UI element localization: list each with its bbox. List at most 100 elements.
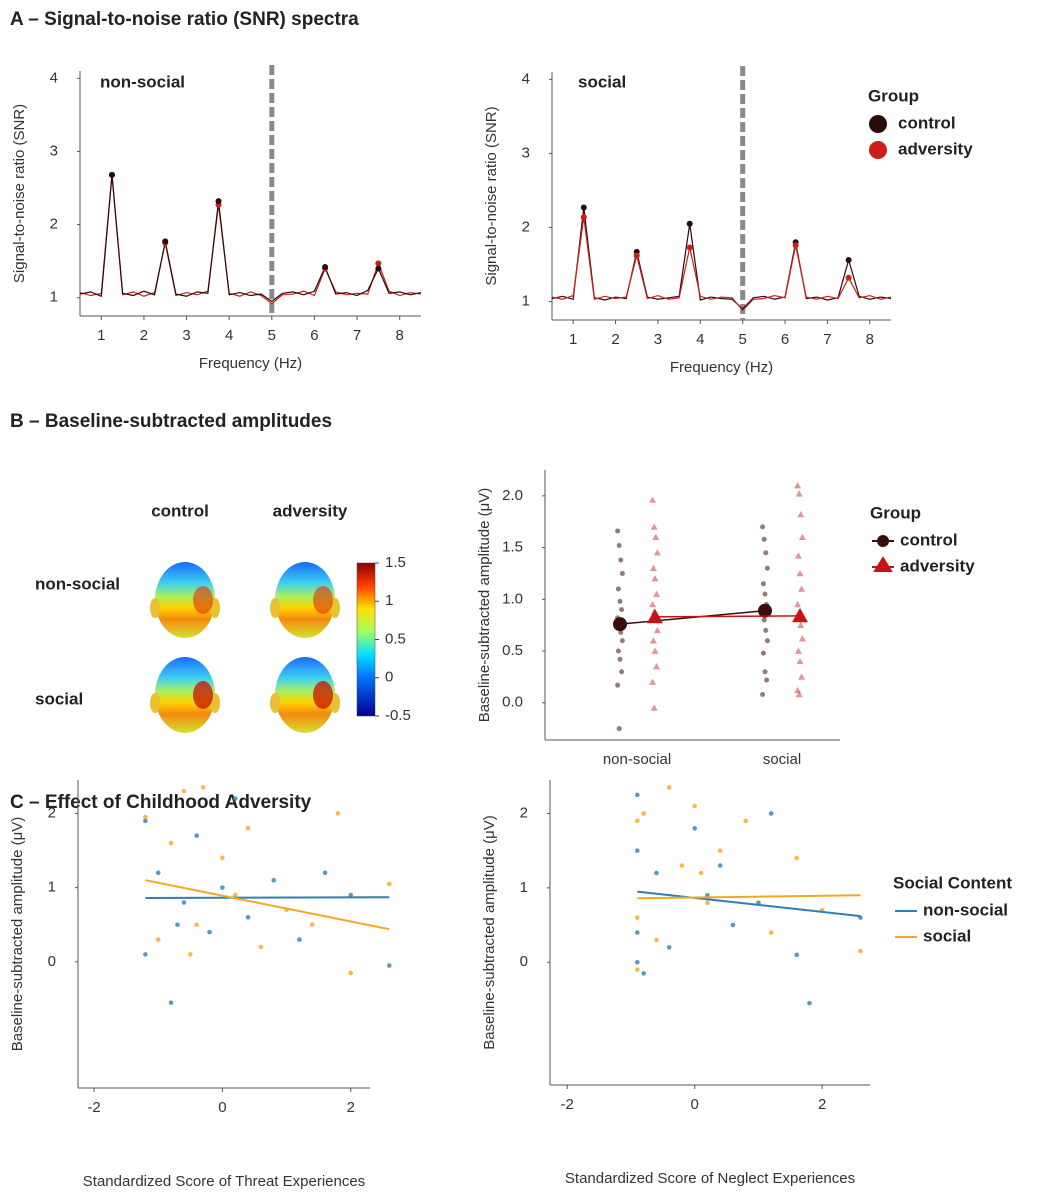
point (155, 870, 161, 876)
y-tick-label: 1.5 (502, 539, 523, 556)
point (717, 848, 723, 853)
point (760, 524, 766, 530)
point (794, 686, 802, 694)
point (794, 855, 799, 861)
x-tick-label: 8 (866, 331, 874, 348)
point (650, 523, 658, 530)
legend-label: control (898, 113, 956, 132)
heads (150, 562, 340, 733)
point (794, 600, 802, 608)
point (760, 691, 766, 697)
colorbar-tick-label: 1 (385, 592, 393, 609)
point (653, 590, 661, 597)
fit-line (145, 896, 390, 900)
point (653, 626, 661, 634)
y-tick-label: 1 (50, 289, 58, 306)
point (635, 967, 640, 972)
point (794, 647, 802, 654)
point (619, 669, 625, 675)
point (386, 881, 392, 887)
point (652, 533, 660, 541)
x-axis-label: Frequency (Hz) (199, 355, 302, 372)
legend-title: Social Content (893, 873, 1012, 892)
legend-entry: non-social (895, 900, 1008, 919)
peak-dot (375, 265, 382, 272)
point (653, 663, 661, 670)
y-tick-label: 2 (520, 804, 528, 821)
x-tick-label: 4 (696, 331, 704, 348)
fit-line (637, 894, 861, 900)
column-label: adversity (273, 501, 348, 520)
x-tick-label: 2 (818, 1096, 826, 1113)
colorbar-tick-label: 0 (385, 669, 393, 686)
point (309, 922, 315, 928)
point (705, 900, 710, 906)
x-tick-label: 1 (569, 331, 577, 348)
peak-dot (108, 171, 115, 178)
panel-title: non-social (100, 72, 185, 91)
point (797, 510, 805, 518)
point (143, 952, 148, 957)
spectrum-line (79, 174, 422, 305)
point (650, 704, 658, 711)
peak-dot (633, 252, 640, 259)
point (649, 564, 657, 572)
point (743, 818, 748, 824)
y-tick-label: 0 (48, 953, 56, 970)
y-tick-label: 1 (520, 879, 528, 896)
y-tick-label: 0.5 (502, 642, 523, 659)
colorbar-tick-label: 1.5 (385, 554, 406, 571)
x-tick-label: 5 (268, 327, 276, 344)
section-title: A – Signal-to-noise ratio (SNR) spectra (10, 9, 359, 30)
x-tick-label: 8 (396, 327, 404, 344)
point (232, 796, 238, 801)
point (175, 922, 180, 928)
point (348, 970, 354, 976)
x-tick-label: 2 (140, 327, 148, 344)
x-tick-label: 3 (182, 327, 190, 344)
point (717, 863, 723, 868)
spectrum-line (551, 207, 892, 310)
y-tick-label: 3 (50, 142, 58, 159)
legend-title: Group (868, 86, 919, 105)
legend-entry: control (869, 113, 956, 133)
x-tick-label: 4 (225, 327, 233, 344)
colorbar-tick-label: -0.5 (385, 707, 411, 724)
x-tick-label: -2 (87, 1099, 100, 1116)
point (649, 678, 657, 685)
point (679, 863, 685, 868)
row-label: social (35, 689, 83, 708)
point (651, 575, 659, 582)
peak-dot (215, 198, 222, 205)
mean-marker (613, 617, 627, 632)
mean-marker (758, 603, 772, 618)
point (245, 825, 251, 831)
colorbar (356, 562, 376, 717)
column-label: control (151, 501, 209, 520)
point (641, 971, 647, 976)
legend-entry: control (872, 530, 958, 549)
point (762, 669, 768, 675)
legend-label: non-social (923, 900, 1008, 919)
x-tick-label: 3 (654, 331, 662, 348)
point (207, 929, 212, 935)
point (635, 959, 640, 965)
section-title: B – Baseline-subtracted amplitudes (10, 411, 332, 432)
point (807, 1000, 812, 1006)
peak-dot (686, 220, 693, 227)
point (649, 600, 657, 608)
legend-label: adversity (898, 139, 973, 158)
point (618, 557, 624, 563)
x-tick-label: 1 (97, 327, 105, 344)
point (200, 785, 206, 790)
peak-dot (322, 264, 329, 270)
point (635, 848, 640, 853)
point (649, 637, 657, 644)
y-tick-label: 3 (522, 144, 530, 161)
point (795, 690, 803, 698)
colorbar-tick-label: 0.5 (385, 630, 406, 647)
y-tick-label: 1 (522, 292, 530, 309)
point (168, 1000, 174, 1005)
x-tick-label: 5 (739, 331, 747, 348)
